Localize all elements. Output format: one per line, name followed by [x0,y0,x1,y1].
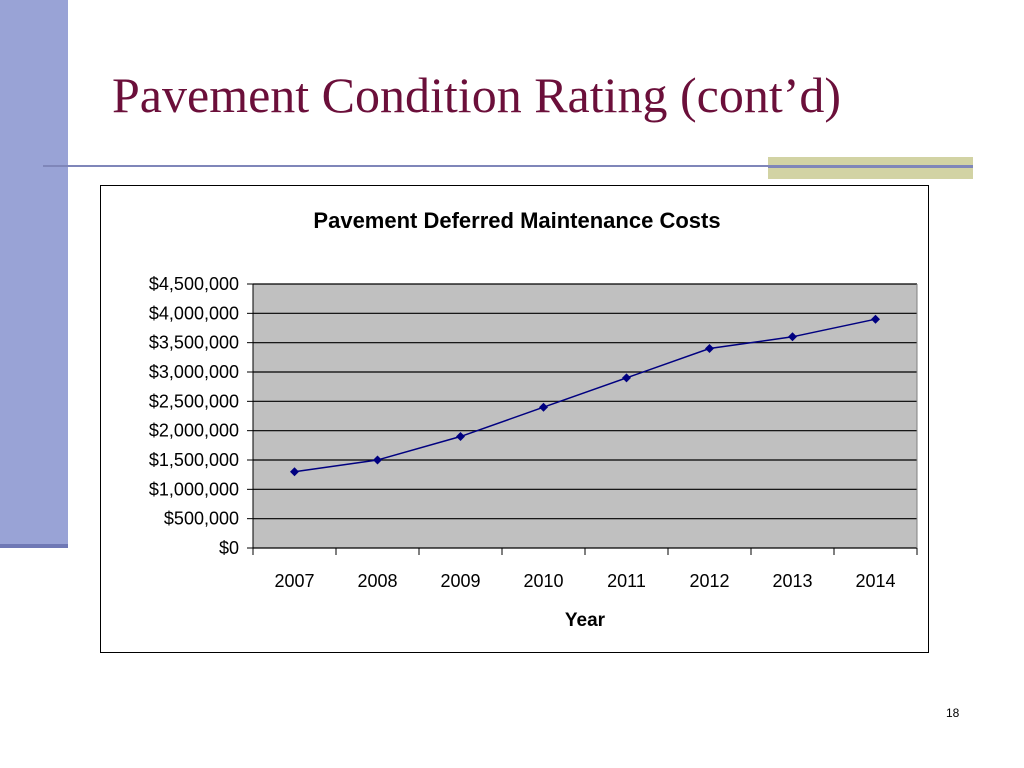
axes [252,284,918,555]
x-tick-label: 2012 [689,571,729,591]
y-tick-label: $1,000,000 [149,479,239,499]
data-point-marker [788,332,797,342]
x-tick-labels: 2007 2008 2009 2010 2011 2012 2013 2014 [274,571,895,591]
y-tick-label: $3,500,000 [149,333,239,353]
y-tick-labels: $0 $500,000 $1,000,000 $1,500,000 $2,000,000… [149,274,239,558]
title-divider [43,165,973,167]
data-point-marker [456,432,465,442]
x-tick-label: 2010 [523,571,563,591]
data-point-marker [539,402,548,412]
line-chart: Pavement Deferred Maintenance Costs $0 $5… [149,208,918,631]
chart-frame: Pavement Deferred Maintenance Costs $0 $5… [100,185,929,653]
plot-area [253,284,917,548]
y-tick-label: $2,500,000 [149,391,239,411]
y-tick-label: $3,000,000 [149,362,239,382]
series-line [294,318,876,473]
accent-block [768,157,973,179]
y-tick-label: $1,500,000 [149,450,239,470]
data-point-marker [373,455,382,465]
x-axis-title: Year [565,610,606,631]
data-point-marker [622,373,631,383]
y-tick-label: $0 [219,538,239,558]
y-tick-label: $4,000,000 [149,303,239,323]
y-tick-label: $4,500,000 [149,274,239,294]
data-point-marker [290,467,299,477]
slide-title: Pavement Condition Rating (cont’d) [112,67,842,123]
y-tick-label: $2,000,000 [149,421,239,441]
accent-block-rule [768,165,973,168]
x-tick-label: 2007 [274,571,314,591]
data-point-marker [705,344,714,354]
left-accent-bar [0,0,68,548]
x-tick-label: 2008 [357,571,397,591]
data-point-marker [871,314,880,324]
left-accent-bar-shadow [0,544,68,548]
x-tick-label: 2014 [855,571,895,591]
chart-title: Pavement Deferred Maintenance Costs [313,208,720,233]
x-tick-label: 2009 [440,571,480,591]
x-tick-label: 2013 [772,571,812,591]
page-number: 18 [946,706,960,720]
y-tick-label: $500,000 [164,509,239,529]
series [290,314,880,477]
x-tick-label: 2011 [607,571,646,591]
